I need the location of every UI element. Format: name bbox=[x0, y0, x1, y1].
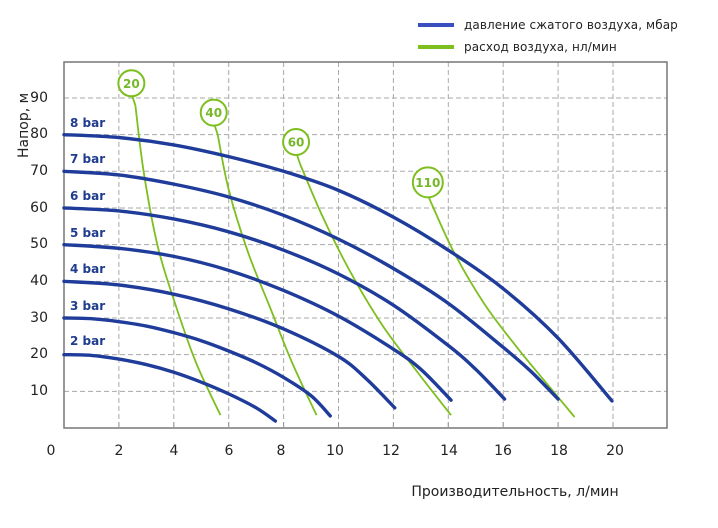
x-tick: 16 bbox=[494, 443, 512, 459]
gridlines bbox=[64, 62, 667, 428]
airflow-lines bbox=[134, 105, 576, 418]
y-tick: 60 bbox=[30, 200, 48, 216]
series-label-2bar: 2 bar bbox=[70, 334, 106, 348]
airflow-line-20 bbox=[134, 105, 222, 416]
legend-item-pressure: давление сжатого воздуха, мбар bbox=[418, 14, 678, 36]
x-tick: 18 bbox=[550, 443, 568, 459]
y-tick: 20 bbox=[30, 346, 48, 362]
airflow-marker-circle bbox=[117, 69, 146, 98]
legend-label-airflow: расход воздуха, нл/мин bbox=[464, 40, 617, 54]
airflow-marker-label: 40 bbox=[205, 106, 222, 120]
airflow-leader bbox=[428, 196, 433, 205]
airflow-marker-circle bbox=[411, 166, 444, 199]
x-tick-marks bbox=[118, 422, 614, 428]
pressure-line-2-bar bbox=[62, 352, 278, 423]
airflow-marker-label: 110 bbox=[415, 176, 440, 190]
airflow-line-40 bbox=[216, 134, 318, 416]
legend-swatch-airflow bbox=[418, 45, 454, 49]
pressure-line-4-bar bbox=[62, 279, 397, 410]
airflow-marker-label: 60 bbox=[288, 135, 305, 149]
airflow-marker-circle bbox=[199, 98, 228, 127]
x-tick: 14 bbox=[440, 443, 458, 459]
pressure-line-7-bar bbox=[62, 169, 560, 401]
x-tick: 10 bbox=[326, 443, 344, 459]
x-tick: 0 bbox=[46, 443, 56, 459]
pressure-line-6-bar bbox=[62, 206, 507, 401]
series-label-7bar: 7 bar bbox=[70, 152, 106, 166]
y-tick: 10 bbox=[30, 383, 48, 399]
airflow-line-110 bbox=[431, 203, 576, 418]
x-tick: 4 bbox=[169, 443, 179, 459]
series-label-5bar: 5 bar bbox=[70, 226, 106, 240]
airflow-marker-circle bbox=[282, 127, 311, 156]
legend-swatch-pressure bbox=[418, 23, 454, 27]
airflow-leader bbox=[296, 154, 301, 165]
series-label-8bar: 8 bar bbox=[70, 116, 106, 130]
y-tick: 80 bbox=[30, 126, 48, 142]
x-axis-label: Производительность, л/мин bbox=[411, 484, 619, 500]
airflow-leader bbox=[131, 96, 137, 106]
x-tick: 12 bbox=[382, 443, 400, 459]
y-tick: 70 bbox=[30, 163, 48, 179]
y-tick: 40 bbox=[30, 273, 48, 289]
pressure-line-8-bar bbox=[62, 132, 614, 403]
series-label-3bar: 3 bar bbox=[70, 299, 106, 313]
legend: давление сжатого воздуха, мбар расход во… bbox=[418, 14, 678, 58]
pressure-lines bbox=[62, 132, 614, 423]
x-tick: 6 bbox=[224, 443, 234, 459]
airflow-line-60 bbox=[299, 163, 452, 416]
series-label-6bar: 6 bar bbox=[70, 189, 106, 203]
legend-item-airflow: расход воздуха, нл/мин bbox=[418, 36, 678, 58]
y-tick: 50 bbox=[30, 236, 48, 252]
pressure-line-3-bar bbox=[62, 316, 332, 418]
x-tick: 2 bbox=[114, 443, 124, 459]
airflow-markers: 20 40 60 110 bbox=[117, 69, 444, 205]
y-tick: 30 bbox=[30, 310, 48, 326]
x-tick: 20 bbox=[606, 443, 624, 459]
airflow-leader bbox=[213, 125, 219, 135]
series-label-4bar: 4 bar bbox=[70, 262, 106, 276]
airflow-marker-label: 20 bbox=[123, 77, 140, 91]
pressure-line-5-bar bbox=[62, 242, 453, 402]
legend-label-pressure: давление сжатого воздуха, мбар bbox=[464, 18, 678, 32]
y-tick: 90 bbox=[30, 90, 48, 106]
x-tick: 8 bbox=[276, 443, 286, 459]
